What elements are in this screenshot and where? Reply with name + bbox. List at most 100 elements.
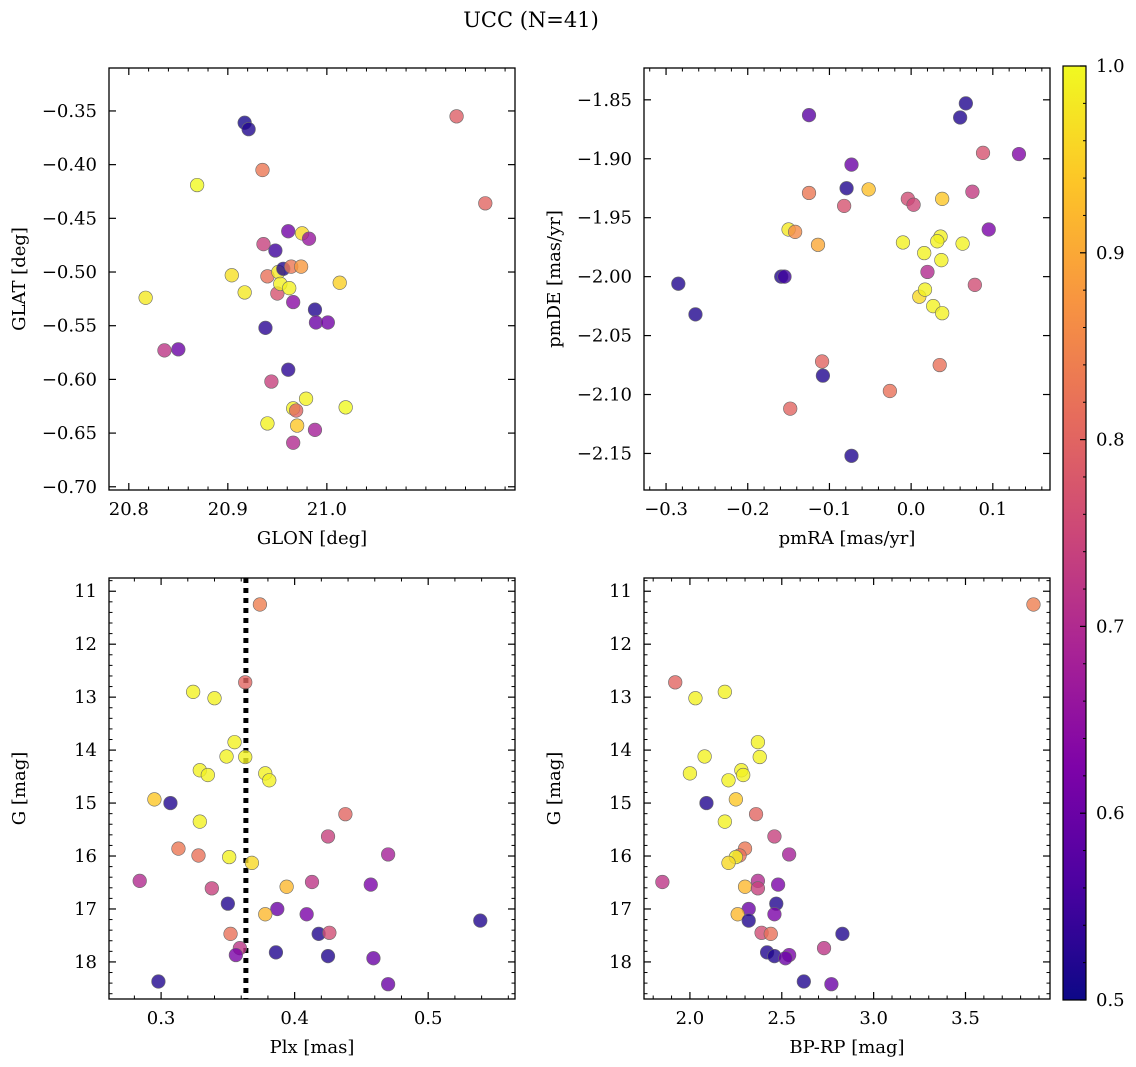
scatter-point [264, 374, 279, 389]
scatter-point [748, 807, 764, 822]
scatter-point [671, 276, 686, 291]
y-tick-label: −0.55 [42, 316, 97, 337]
scatter-point [219, 749, 234, 764]
scatter-point [307, 302, 323, 317]
scatter-point [238, 749, 253, 765]
scatter-point [132, 873, 147, 889]
scatter-point [256, 237, 271, 252]
y-axis-label: G [mag] [9, 752, 30, 825]
scatter-point [815, 368, 831, 383]
scatter-point [262, 773, 277, 788]
y-tick-label: 12 [74, 634, 97, 655]
x-axis-label: BP-RP [mag] [789, 1037, 904, 1058]
scatter-point [222, 849, 237, 865]
scatter-point [190, 177, 205, 193]
scatter-point [320, 315, 335, 330]
y-axis-label: pmDE [mas/yr] [544, 210, 565, 348]
scatter-point [777, 269, 792, 284]
axes-frame [643, 67, 1051, 491]
scatter-point [281, 224, 296, 239]
scatter-point [304, 874, 320, 890]
scatter-point [824, 977, 839, 992]
scatter-panel-1: 20.8 20.9 21.0 −0.35 −0.40 −0.45 −0.50 −0.55 −0.… [9, 67, 516, 549]
scatter-point [289, 403, 304, 418]
scatter-point [279, 879, 294, 894]
y-tick-label: −0.45 [42, 208, 97, 229]
scatter-point [688, 307, 703, 322]
x-tick-label: 0.5 [414, 1008, 443, 1029]
x-tick-label: 20.8 [109, 499, 149, 520]
scatter-point [844, 157, 859, 172]
scatter-point [796, 974, 811, 989]
scatter-point [294, 259, 309, 274]
scatter-point [763, 926, 778, 941]
scatter-point [255, 162, 270, 178]
axes-frame [108, 67, 516, 491]
scatter-point [268, 243, 283, 258]
y-tick-label: 12 [609, 634, 632, 655]
colorbar-tick-label: 0.5 [1096, 990, 1125, 1011]
y-tick-label: −1.95 [577, 208, 632, 229]
scatter-point [260, 416, 275, 431]
scatter-point [286, 294, 301, 310]
x-axis-label: pmRA [mas/yr] [779, 528, 916, 549]
scatter-point [844, 448, 859, 463]
scatter-point [958, 96, 973, 111]
scatter-point [955, 236, 970, 251]
x-tick-label: −0.1 [808, 499, 852, 520]
scatter-point [920, 264, 935, 280]
scatter-point [721, 855, 736, 871]
axes-frame [643, 577, 1051, 1000]
y-tick-label: 11 [74, 581, 97, 602]
y-tick-label: −1.90 [577, 149, 632, 170]
scatter-point [788, 224, 803, 239]
y-tick-label: 15 [74, 793, 97, 814]
y-tick-label: 18 [74, 952, 97, 973]
scatter-point [1026, 597, 1041, 612]
scatter-point [782, 847, 797, 862]
scatter-point [816, 941, 832, 956]
scatter-point [282, 281, 297, 296]
y-tick-label: −2.05 [577, 326, 632, 347]
x-tick-label: 2.0 [676, 1008, 705, 1029]
y-tick-label: 16 [609, 846, 632, 867]
scatter-point [381, 847, 396, 862]
scatter-point [151, 974, 166, 989]
scatter-point [750, 881, 766, 896]
scatter-point [741, 913, 756, 928]
scatter-point [728, 792, 743, 807]
x-tick-label: 0.3 [147, 1008, 176, 1029]
scatter-point [366, 951, 381, 966]
scatter-point [163, 795, 178, 811]
scatter-point [200, 767, 215, 783]
plot-area [655, 597, 1041, 992]
scatter-point [224, 268, 239, 283]
scatter-point [252, 597, 268, 612]
colorbar-tick-label: 0.9 [1096, 243, 1125, 264]
scatter-point [1011, 146, 1027, 162]
scatter-point [752, 749, 767, 765]
scatter-point [138, 290, 153, 305]
scatter-point [191, 848, 206, 863]
scatter-point [699, 795, 714, 811]
scatter-point [767, 907, 782, 922]
scatter-point [934, 253, 949, 268]
scatter-point [697, 749, 712, 764]
y-tick-label: 14 [74, 740, 97, 761]
scatter-point [801, 185, 817, 201]
scatter-point [932, 357, 947, 373]
colorbar-tick-label: 1.0 [1096, 56, 1125, 77]
scatter-point [930, 234, 945, 249]
scatter-point [338, 807, 353, 822]
scatter-point [237, 285, 252, 300]
scatter-point [906, 197, 921, 212]
scatter-point [861, 182, 876, 197]
y-tick-label: 14 [609, 740, 632, 761]
y-tick-label: 11 [609, 581, 632, 602]
scatter-point [157, 343, 172, 358]
plot-area [138, 109, 493, 450]
scatter-point [363, 877, 378, 892]
x-tick-label: 0.4 [280, 1008, 309, 1029]
colorbar-frame [1062, 65, 1087, 1001]
